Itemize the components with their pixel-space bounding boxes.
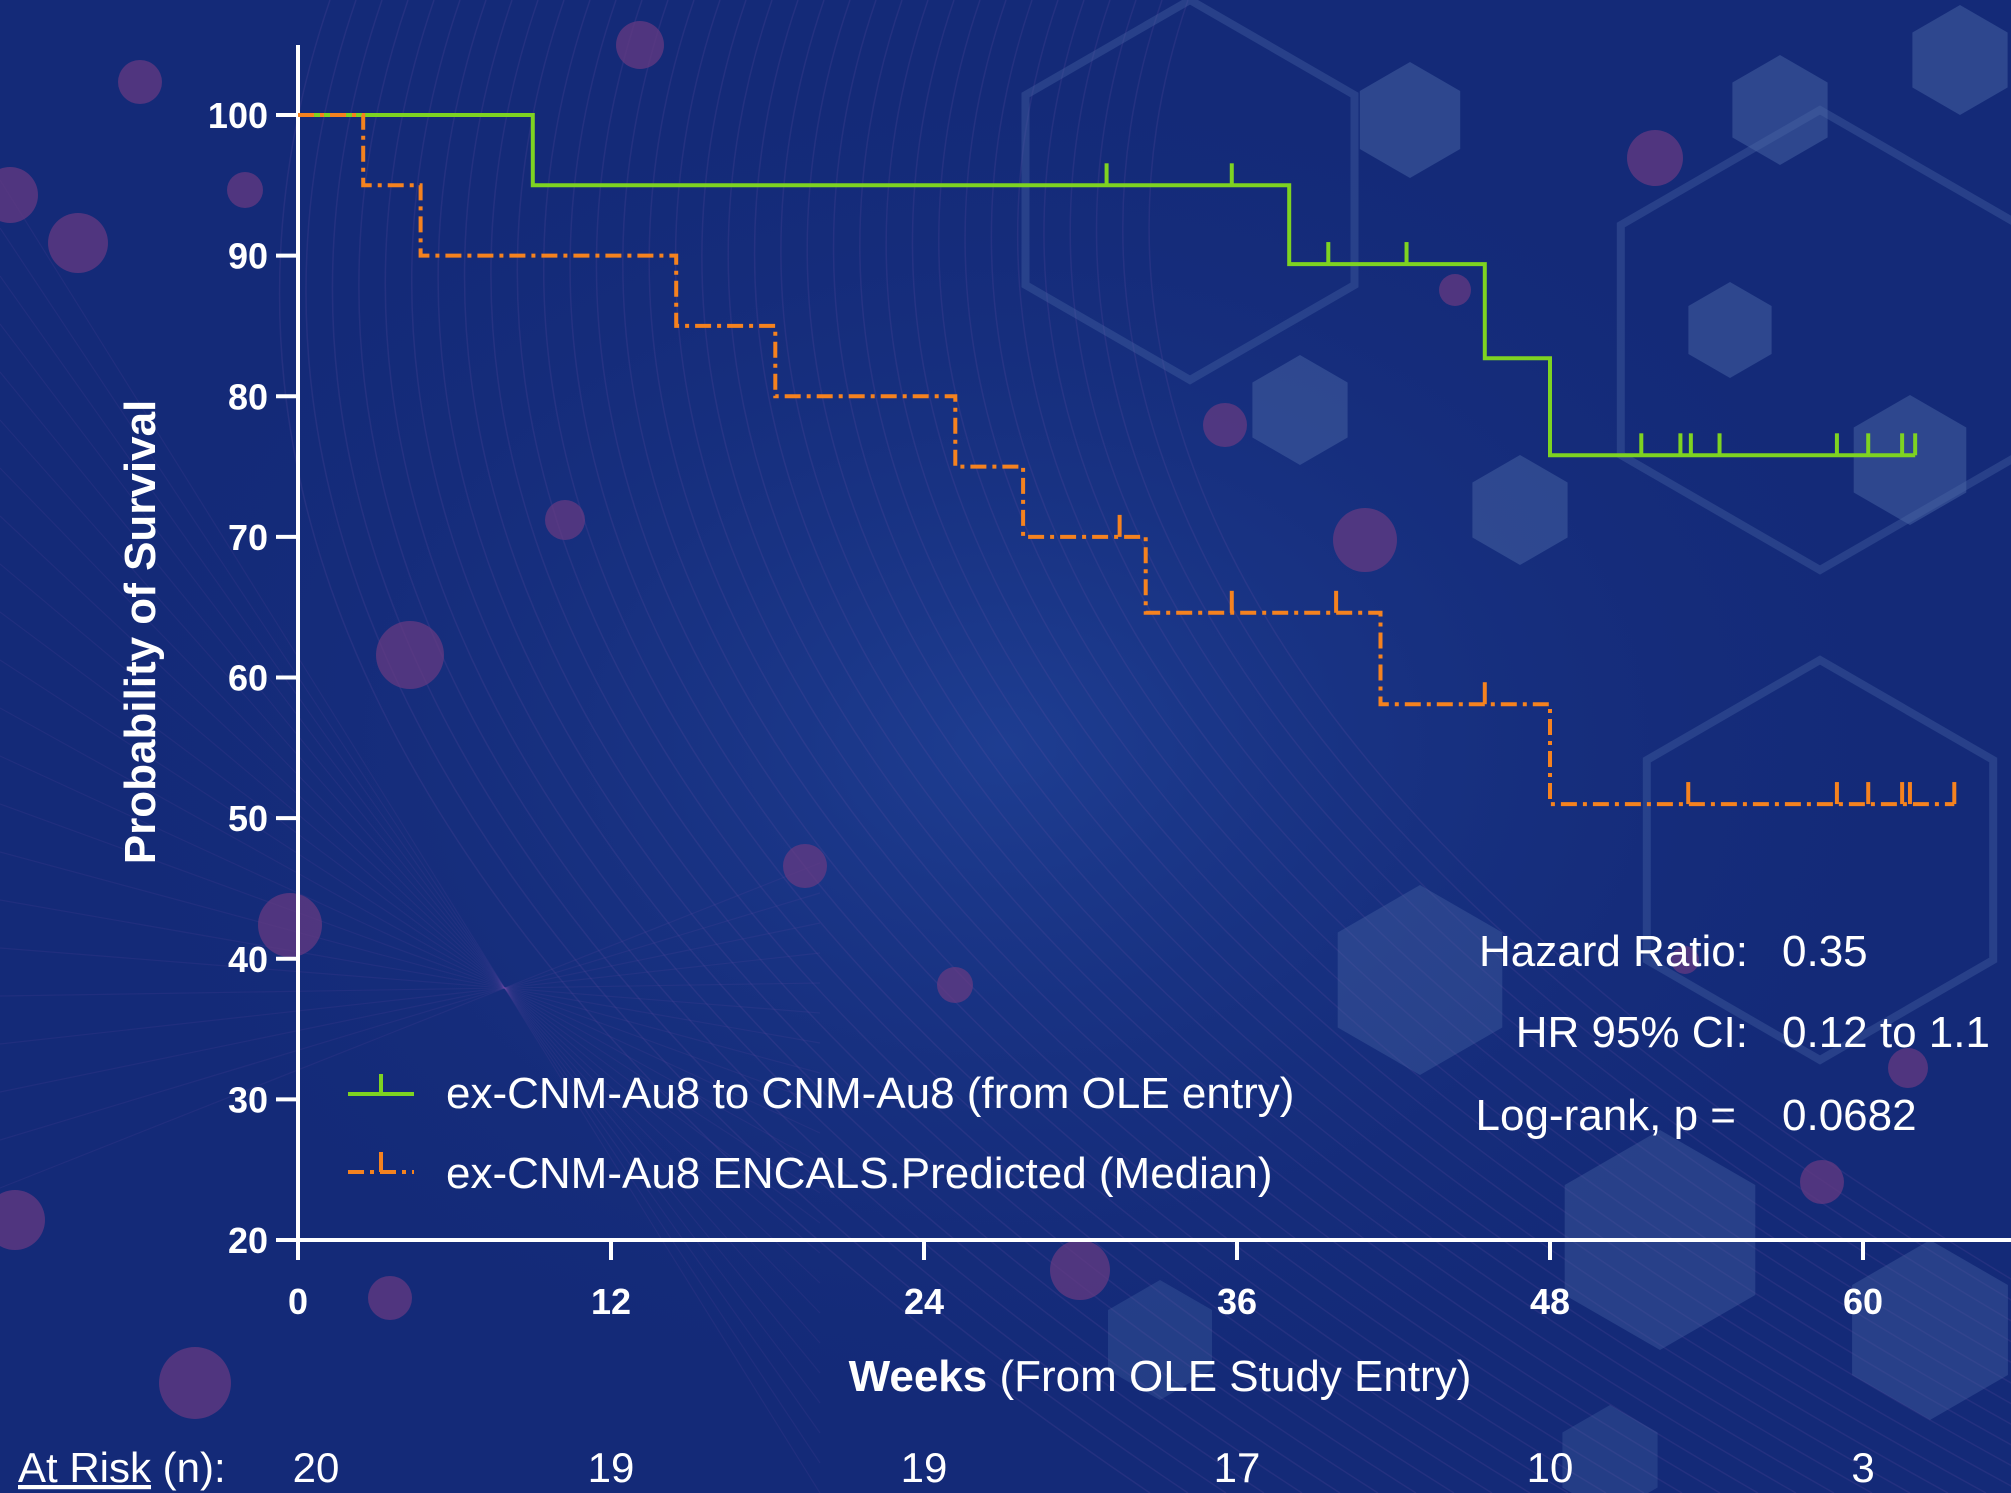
- at-risk-label: At Risk (n):: [18, 1444, 226, 1491]
- at-risk-label-rest: (n):: [151, 1444, 226, 1491]
- stat-label-hazard-ratio: Hazard Ratio:: [1479, 927, 1748, 976]
- legend-label-predicted: ex-CNM-Au8 ENCALS.Predicted (Median): [446, 1149, 1273, 1198]
- x-tick-label: 24: [904, 1281, 944, 1322]
- x-tick-label: 36: [1217, 1281, 1257, 1322]
- statistics-box: Hazard Ratio: 0.35 HR 95% CI: 0.12 to 1.…: [1476, 927, 1990, 1140]
- stat-value-log-rank: 0.0682: [1782, 1091, 1917, 1140]
- stat-value-hazard-ratio: 0.35: [1782, 927, 1868, 976]
- legend: ex-CNM-Au8 to CNM-Au8 (from OLE entry) e…: [348, 1069, 1294, 1198]
- x-tick-label: 12: [591, 1281, 631, 1322]
- x-tick-label: 48: [1530, 1281, 1570, 1322]
- at-risk-count: 19: [901, 1444, 948, 1491]
- y-tick-label: 70: [228, 517, 268, 558]
- y-tick-label: 40: [228, 939, 268, 980]
- x-tick-label: 60: [1843, 1281, 1883, 1322]
- x-tick-label: 0: [288, 1281, 308, 1322]
- legend-item-predicted: ex-CNM-Au8 ENCALS.Predicted (Median): [348, 1149, 1273, 1198]
- at-risk-count: 20: [293, 1444, 340, 1491]
- at-risk-count: 17: [1214, 1444, 1261, 1491]
- curve-predicted: [298, 113, 1955, 807]
- at-risk-table: At Risk (n): 20 19 19 17 10 3: [18, 1444, 1875, 1491]
- at-risk-label-underlined: At Risk: [18, 1444, 152, 1491]
- at-risk-count: 10: [1527, 1444, 1574, 1491]
- stat-value-ci: 0.12 to 1.1: [1782, 1008, 1990, 1057]
- y-axis-title: Probability of Survival: [116, 400, 165, 865]
- y-tick-label: 100: [208, 95, 268, 136]
- stat-label-log-rank: Log-rank, p =: [1476, 1091, 1737, 1140]
- y-tick-label: 20: [228, 1220, 268, 1261]
- axes: [276, 45, 2011, 1260]
- curve-treated: [298, 113, 1916, 458]
- legend-label-treated: ex-CNM-Au8 to CNM-Au8 (from OLE entry): [446, 1069, 1294, 1118]
- y-tick-label: 80: [228, 376, 268, 417]
- y-axis-label: Probability of Survival: [116, 400, 165, 865]
- survival-curves: [298, 113, 1955, 807]
- at-risk-count: 3: [1851, 1444, 1874, 1491]
- y-tick-label: 50: [228, 798, 268, 839]
- censor-marks: [1104, 163, 1957, 805]
- tick-labels: 20 30 40 50 60 70 80 90 100 0 12 24 36 48 60: [208, 95, 1883, 1322]
- y-tick-label: 60: [228, 658, 268, 699]
- x-axis-title-bold: Weeks: [849, 1352, 988, 1401]
- x-axis-title-rest: (From OLE Study Entry): [987, 1352, 1471, 1401]
- y-tick-label: 30: [228, 1079, 268, 1120]
- at-risk-count: 19: [588, 1444, 635, 1491]
- x-axis-title: Weeks (From OLE Study Entry): [849, 1352, 1472, 1401]
- y-tick-label: 90: [228, 236, 268, 277]
- legend-item-treated: ex-CNM-Au8 to CNM-Au8 (from OLE entry): [348, 1069, 1294, 1118]
- stat-label-ci: HR 95% CI:: [1516, 1008, 1748, 1057]
